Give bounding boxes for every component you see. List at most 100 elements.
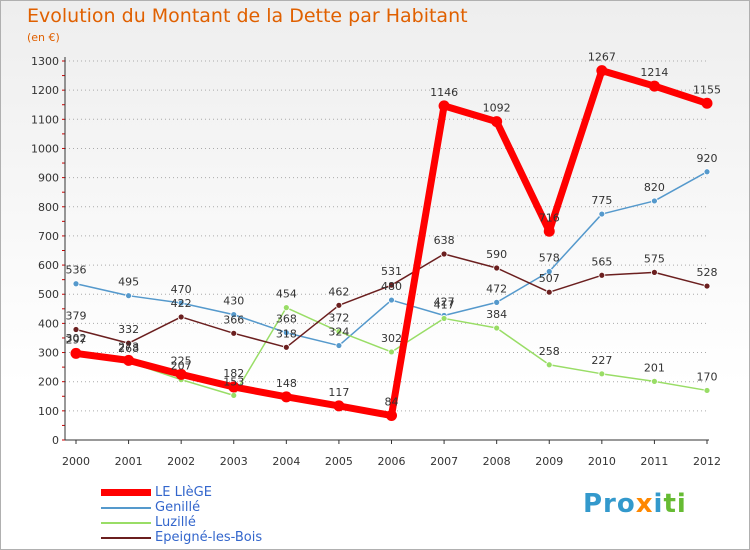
data-point — [545, 361, 553, 369]
data-point — [280, 391, 292, 403]
y-tick-label: 500 — [38, 288, 59, 301]
data-label: 297 — [66, 333, 87, 346]
legend-item-genille: Genillé — [101, 500, 262, 515]
data-label: 148 — [276, 377, 297, 390]
data-label: 578 — [539, 251, 560, 264]
legend-label: Luzillé — [155, 515, 196, 530]
data-point — [177, 313, 185, 321]
data-point — [648, 80, 660, 92]
y-tick-label: 200 — [38, 376, 59, 389]
y-tick-label: 100 — [38, 405, 59, 418]
y-tick-label: 1000 — [31, 142, 59, 155]
data-label: 1155 — [693, 83, 721, 96]
legend-item-epeigne-les-bois: Epeigné-les-Bois — [101, 530, 262, 545]
data-label: 472 — [486, 282, 507, 295]
data-label: 716 — [539, 211, 560, 224]
data-point — [438, 100, 450, 112]
data-label: 920 — [697, 152, 718, 165]
legend-swatch — [101, 489, 151, 496]
data-label: 1267 — [588, 51, 616, 64]
data-point — [388, 281, 395, 289]
data-point — [177, 299, 185, 307]
data-label: 417 — [434, 298, 455, 311]
data-label: 227 — [591, 354, 612, 367]
data-point — [388, 348, 395, 356]
x-tick-label: 2008 — [483, 455, 511, 468]
data-point — [72, 280, 80, 288]
data-label: 536 — [66, 264, 87, 277]
series-line — [75, 171, 708, 347]
data-point — [230, 311, 238, 319]
data-label: 495 — [118, 276, 139, 289]
x-tick-label: 2004 — [272, 455, 300, 468]
data-point — [545, 288, 553, 296]
y-tick-label: 1200 — [31, 84, 59, 97]
data-label: 575 — [644, 252, 665, 265]
data-label: 372 — [328, 312, 349, 325]
data-label: 820 — [644, 181, 665, 194]
data-label: 480 — [381, 280, 402, 293]
data-label: 153 — [223, 375, 244, 388]
y-tick-label: 1100 — [31, 113, 59, 126]
legend-label: LE LIèGE — [155, 485, 212, 500]
data-point — [335, 328, 343, 335]
data-label: 565 — [591, 255, 612, 268]
y-tick-label: 800 — [38, 201, 59, 214]
data-label: 368 — [276, 313, 297, 326]
data-point — [335, 301, 343, 309]
legend-swatch — [101, 536, 151, 539]
data-label: 427 — [434, 296, 455, 309]
x-tick-label: 2007 — [430, 455, 458, 468]
data-label: 318 — [276, 327, 297, 340]
data-label: 531 — [381, 265, 402, 278]
data-point — [72, 326, 80, 333]
proxiti-logo: Proxiti — [583, 489, 687, 519]
data-label: 775 — [591, 194, 612, 207]
data-label: 84 — [385, 396, 399, 409]
data-point — [651, 378, 658, 385]
data-point — [125, 339, 132, 347]
legend-item-luzille: Luzillé — [101, 515, 262, 530]
y-tick-label: 900 — [38, 172, 59, 185]
data-point — [228, 381, 240, 393]
data-point — [440, 250, 448, 258]
x-tick-label: 2003 — [220, 455, 248, 468]
x-tick-label: 2006 — [378, 455, 406, 468]
data-point — [175, 368, 187, 380]
data-point — [386, 410, 397, 422]
data-point — [493, 264, 501, 272]
data-label: 332 — [118, 323, 139, 336]
data-point — [70, 347, 82, 359]
x-tick-label: 2010 — [588, 455, 616, 468]
y-tick-label: 400 — [38, 317, 59, 330]
data-point — [491, 116, 503, 128]
data-point — [598, 370, 606, 378]
data-label: 182 — [223, 367, 244, 380]
data-point — [598, 271, 606, 279]
legend-label: Genillé — [155, 500, 201, 515]
data-label: 273 — [118, 340, 139, 353]
data-point — [651, 197, 658, 205]
data-label: 507 — [539, 272, 560, 285]
data-point — [282, 304, 290, 312]
data-label: 1146 — [430, 86, 458, 99]
data-point — [333, 400, 345, 412]
chart-title: Evolution du Montant de la Dette par Hab… — [27, 5, 468, 27]
y-tick-label: 700 — [38, 230, 59, 243]
x-tick-label: 2012 — [693, 455, 721, 468]
x-tick-label: 2002 — [167, 455, 195, 468]
data-label: 117 — [328, 386, 349, 399]
data-label: 268 — [118, 342, 139, 355]
legend-label: Epeigné-les-Bois — [155, 530, 263, 545]
data-point — [596, 65, 608, 77]
data-point — [230, 329, 238, 337]
data-point — [493, 298, 501, 306]
data-point — [703, 168, 711, 176]
data-point — [651, 268, 658, 276]
y-tick-label: 300 — [38, 347, 59, 360]
x-tick-label: 2005 — [325, 455, 353, 468]
data-label: 1214 — [640, 66, 668, 79]
data-label: 422 — [171, 297, 192, 310]
data-label: 207 — [171, 360, 192, 373]
